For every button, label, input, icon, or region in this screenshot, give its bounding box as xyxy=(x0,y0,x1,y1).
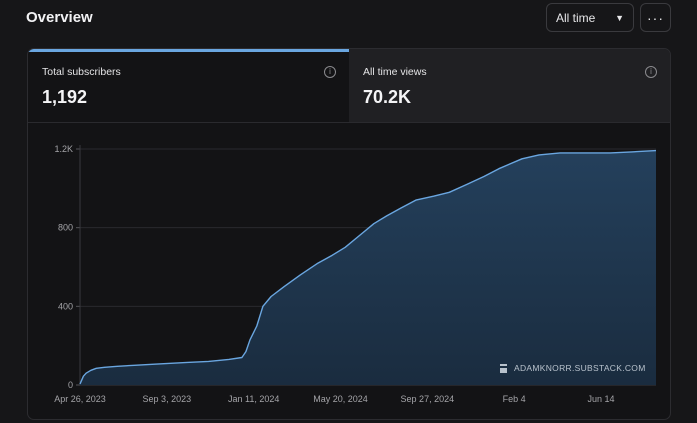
substack-logo-icon xyxy=(500,363,507,373)
stat-label: All time views xyxy=(363,66,427,78)
subscribers-area xyxy=(80,150,656,385)
subscribers-chart: 0 400 800 1.2K Apr 26, 2023 Sep 3, 2023 Jan 11… xyxy=(54,144,657,404)
watermark-text: ADAMKNORR.SUBSTACK.COM xyxy=(514,363,646,373)
active-tab-indicator xyxy=(28,49,349,52)
x-tick-label: Apr 26, 2023 xyxy=(54,394,106,404)
x-tick-label: Sep 3, 2023 xyxy=(143,394,192,404)
stat-tab-all-time-views[interactable]: All time views 70.2K i xyxy=(349,49,670,122)
y-tick-label: 400 xyxy=(58,301,73,311)
info-icon[interactable]: i xyxy=(324,66,336,78)
more-options-button[interactable]: ··· xyxy=(640,3,671,32)
x-tick-label: Jun 14 xyxy=(587,394,614,404)
subscribers-line xyxy=(79,149,657,385)
x-tick-label: Feb 4 xyxy=(503,394,526,404)
y-tick-label: 0 xyxy=(68,380,73,390)
y-tick-label: 1.2K xyxy=(54,144,73,154)
y-tick-label: 800 xyxy=(58,223,73,233)
chevron-down-icon: ▼ xyxy=(615,12,624,23)
time-range-select[interactable]: All time ▼ xyxy=(546,3,634,32)
watermark: ADAMKNORR.SUBSTACK.COM xyxy=(500,363,646,373)
x-tick-label: May 20, 2024 xyxy=(313,394,368,404)
stat-label: Total subscribers xyxy=(42,66,121,78)
x-tick-label: Jan 11, 2024 xyxy=(228,394,279,404)
page-title: Overview xyxy=(26,9,93,26)
stat-value: 70.2K xyxy=(363,87,412,107)
overview-card: Total subscribers 1,192 i All time views… xyxy=(27,48,671,420)
info-icon[interactable]: i xyxy=(645,66,657,78)
stat-tab-total-subscribers[interactable]: Total subscribers 1,192 i xyxy=(28,49,349,122)
x-tick-label: Sep 27, 2024 xyxy=(401,394,455,404)
stat-value: 1,192 xyxy=(42,87,88,107)
stats-row: Total subscribers 1,192 i All time views… xyxy=(28,49,670,123)
time-range-value: All time xyxy=(556,10,596,25)
